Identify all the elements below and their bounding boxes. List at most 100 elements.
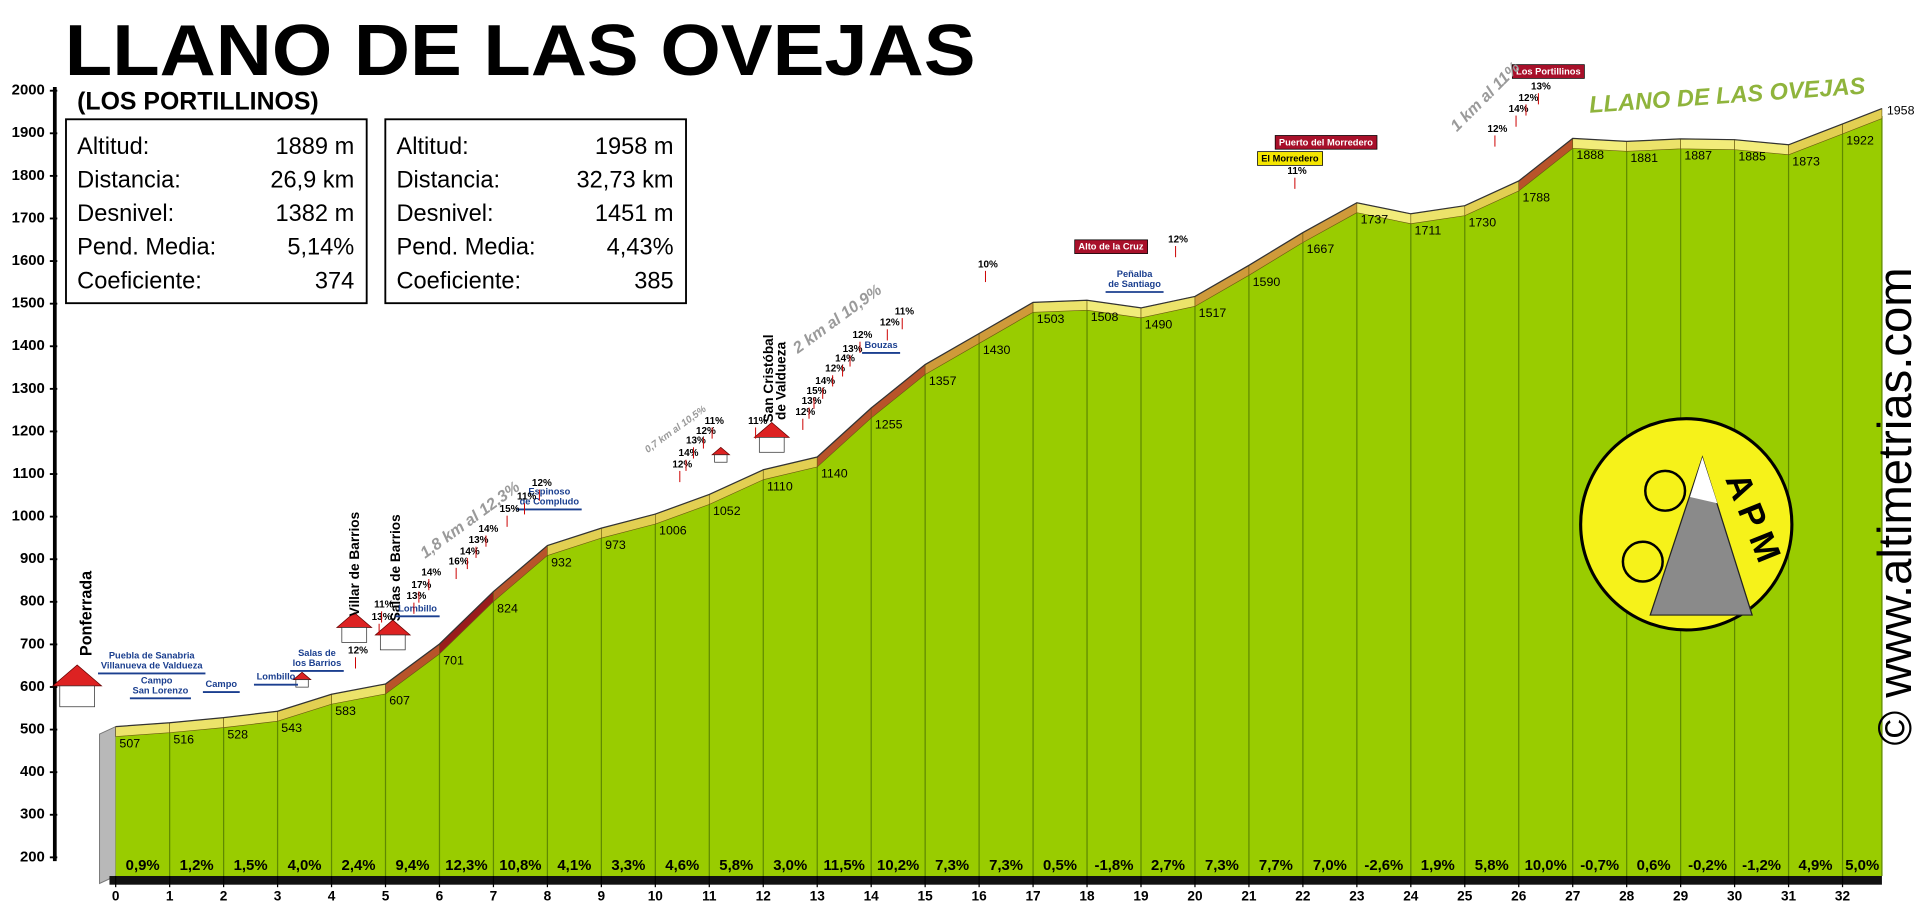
gradient-label: 4,0% xyxy=(288,858,322,874)
x-tick-label: 9 xyxy=(598,889,606,904)
gradient-label: 1,2% xyxy=(180,858,214,874)
altitude-label: 824 xyxy=(497,601,518,615)
altitude-label: 1737 xyxy=(1361,212,1389,226)
site-credit: © www.altimetrias.com xyxy=(1869,267,1920,745)
place-label: los Barrios xyxy=(293,658,342,668)
place-label: de Santiago xyxy=(1108,279,1161,289)
gradient-label: 12,3% xyxy=(445,858,487,874)
chart-title: LLANO DE LAS OVEJAS xyxy=(65,11,976,91)
logo-wheel xyxy=(1644,469,1687,512)
stat-value: 1382 m xyxy=(276,201,355,227)
gradient-label: 2,7% xyxy=(1151,858,1185,874)
place-label: Peñalba xyxy=(1117,269,1153,279)
slope-label: 14% xyxy=(421,567,441,578)
house-roof xyxy=(711,446,731,456)
house-roof xyxy=(51,664,103,687)
gradient-label: -1,8% xyxy=(1095,858,1134,874)
altitude-label: 1922 xyxy=(1846,134,1874,148)
slope-label: 14% xyxy=(679,448,699,459)
x-tick-label: 29 xyxy=(1673,889,1689,904)
stat-label: Desnivel: xyxy=(77,201,174,227)
gradient-label: 10,8% xyxy=(499,858,541,874)
stat-value: 374 xyxy=(315,268,354,294)
altitude-label: 1887 xyxy=(1684,149,1712,163)
gradient-label: 7,3% xyxy=(989,858,1023,874)
stat-value: 5,14% xyxy=(287,235,354,261)
house-wall xyxy=(758,437,785,453)
x-tick-label: 24 xyxy=(1403,889,1419,904)
stat-value: 26,9 km xyxy=(270,168,354,194)
stat-label: Desnivel: xyxy=(397,201,494,227)
stat-label: Pend. Media: xyxy=(77,235,216,261)
x-tick-label: 28 xyxy=(1619,889,1635,904)
altitude-label: 1711 xyxy=(1415,223,1442,237)
x-tick-label: 4 xyxy=(328,889,336,904)
stat-value: 1958 m xyxy=(595,134,674,160)
gradient-label: 0,6% xyxy=(1637,858,1671,874)
label-box xyxy=(1257,151,1323,166)
slope-label: 11% xyxy=(748,416,768,427)
x-tick-label: 10 xyxy=(648,889,664,904)
label-box xyxy=(1511,64,1585,79)
y-tick-label: 1500 xyxy=(12,296,45,312)
y-tick-label: 1400 xyxy=(12,338,45,354)
house-wall xyxy=(59,685,95,708)
stat-value: 385 xyxy=(634,268,673,294)
label-box xyxy=(1274,135,1378,150)
altitude-label: 701 xyxy=(443,654,464,668)
x-tick-label: 14 xyxy=(864,889,880,904)
altitude-label: 1730 xyxy=(1469,215,1497,229)
slope-label: 12% xyxy=(853,330,873,341)
altitude-label: 507 xyxy=(119,736,140,750)
climb-label: 1 km al 11% xyxy=(1447,58,1524,135)
house-wall xyxy=(341,627,368,643)
place-label: Salas de Barrios xyxy=(388,514,403,621)
altitude-label: 1590 xyxy=(1253,275,1281,289)
slope-label: 12% xyxy=(672,459,692,470)
slope-label: 17% xyxy=(411,580,431,591)
altitude-label: 1140 xyxy=(821,467,848,481)
y-tick-label: 300 xyxy=(20,807,45,823)
x-tick-label: 31 xyxy=(1781,889,1797,904)
place-label: Ponferrada xyxy=(77,570,95,656)
y-tick-label: 1800 xyxy=(12,168,45,184)
gradient-label: 2,4% xyxy=(342,858,376,874)
y-tick-label: 200 xyxy=(20,849,45,865)
stat-label: Altitud: xyxy=(397,134,469,160)
gradient-label: 10,2% xyxy=(877,858,919,874)
slope-label: 14% xyxy=(835,354,855,365)
altitude-label: 1255 xyxy=(875,418,903,432)
altitude-label: 528 xyxy=(227,727,248,741)
slope-label: 14% xyxy=(1509,104,1529,115)
x-tick-label: 12 xyxy=(756,889,772,904)
y-tick-label: 1200 xyxy=(12,423,45,439)
place-label: Campo xyxy=(141,675,173,685)
x-tick-label: 0 xyxy=(112,889,120,904)
x-tick-label: 30 xyxy=(1727,889,1743,904)
slope-label: 12% xyxy=(1519,93,1539,104)
slope-label: 10% xyxy=(978,259,998,270)
place-label: Puebla de Sanabria xyxy=(109,651,196,661)
stats-box xyxy=(384,118,687,305)
x-tick-label: 6 xyxy=(436,889,444,904)
gradient-label: 11,5% xyxy=(823,858,864,874)
slope-label: 12% xyxy=(795,407,815,418)
place-label: Villanueva de Valdueza xyxy=(101,660,203,670)
slope-label: 14% xyxy=(479,524,499,535)
slope-label: 13% xyxy=(1531,82,1551,93)
pass-label: Puerto del Morredero xyxy=(1279,137,1373,147)
gradient-label: 7,3% xyxy=(1205,858,1239,874)
x-tick-label: 13 xyxy=(810,889,826,904)
slope-label: 13% xyxy=(802,396,822,407)
logo-wheel xyxy=(1621,540,1664,583)
profile-line xyxy=(115,108,1883,728)
gradient-label: 3,0% xyxy=(773,858,807,874)
slope-label: 13% xyxy=(686,436,706,447)
x-tick-label: 7 xyxy=(490,889,498,904)
label-box xyxy=(1074,239,1148,254)
slope-label: 13% xyxy=(406,591,426,602)
y-tick-label: 400 xyxy=(20,764,45,780)
y-tick-label: 2000 xyxy=(12,83,45,99)
x-tick-label: 16 xyxy=(972,889,988,904)
